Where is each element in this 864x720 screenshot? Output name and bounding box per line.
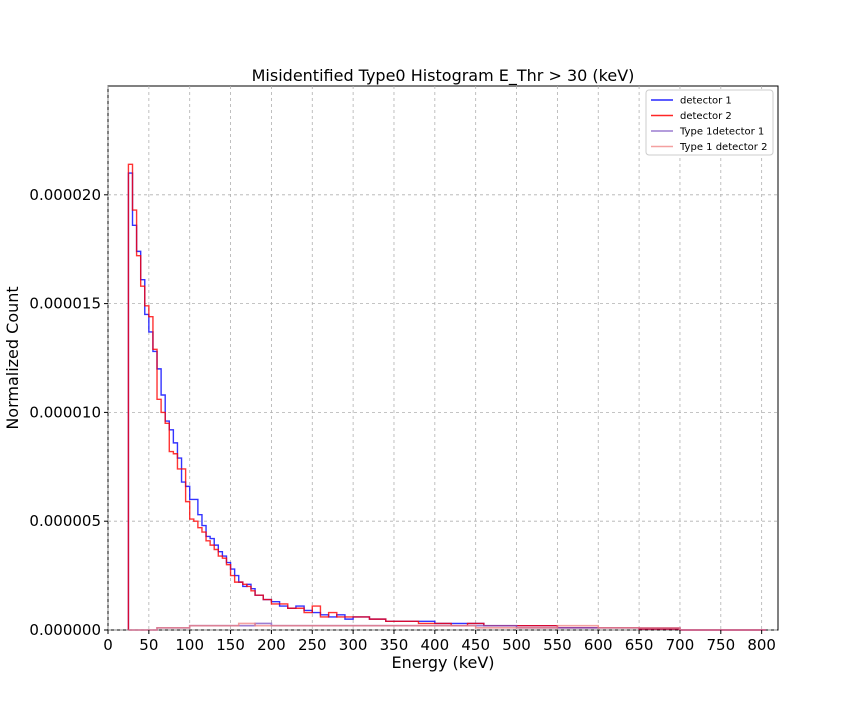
y-tick-label: 0.000000 — [29, 621, 101, 639]
y-tick-label: 0.000010 — [29, 403, 101, 421]
chart-title: Misidentified Type0 Histogram E_Thr > 30… — [252, 66, 635, 86]
legend-box — [645, 89, 774, 156]
grid-layer — [107, 86, 778, 631]
x-tick-label: 400 — [421, 636, 450, 654]
y-tick-label: 0.000005 — [29, 512, 101, 530]
x-tick-label: 750 — [706, 636, 735, 654]
x-tick-label: 100 — [175, 636, 204, 654]
x-tick-label: 600 — [584, 636, 613, 654]
x-tick-label: 200 — [257, 636, 286, 654]
x-tick-label: 550 — [543, 636, 572, 654]
series-layer — [127, 163, 766, 631]
legend: detector 1 detector 2 Type 1detector 1 Type… — [645, 89, 774, 156]
x-tick-label: 150 — [216, 636, 245, 654]
legend-label: detector 2 — [680, 111, 732, 122]
x-tick-label: 450 — [461, 636, 490, 654]
y-tick-label: 0.000015 — [29, 295, 101, 313]
series-line-2 — [127, 163, 766, 631]
legend-label: Type 1 detector 2 — [679, 142, 767, 153]
x-tick-label: 250 — [298, 636, 327, 654]
y-axis-label: Normalized Count — [3, 286, 22, 429]
x-tick-label: 50 — [139, 636, 158, 654]
plot-frame — [107, 85, 779, 631]
x-tick-label: 500 — [502, 636, 531, 654]
legend-label: detector 1 — [680, 96, 732, 107]
x-tick-label: 350 — [380, 636, 409, 654]
x-tick-label: 800 — [747, 636, 776, 654]
tick-layer: 0 50 100 150 200 250 300 350 400 450 500 550 600 650 7… — [29, 186, 776, 654]
legend-label: Type 1detector 1 — [679, 127, 764, 138]
x-tick-label: 650 — [625, 636, 654, 654]
series-line-1 — [127, 172, 766, 631]
x-tick-label: 300 — [339, 636, 368, 654]
x-tick-label: 700 — [666, 636, 695, 654]
y-tick-label: 0.000020 — [29, 186, 101, 204]
series-line-4 — [128, 622, 766, 631]
x-tick-label: 0 — [103, 636, 113, 654]
x-axis-label: Energy (keV) — [391, 653, 494, 672]
